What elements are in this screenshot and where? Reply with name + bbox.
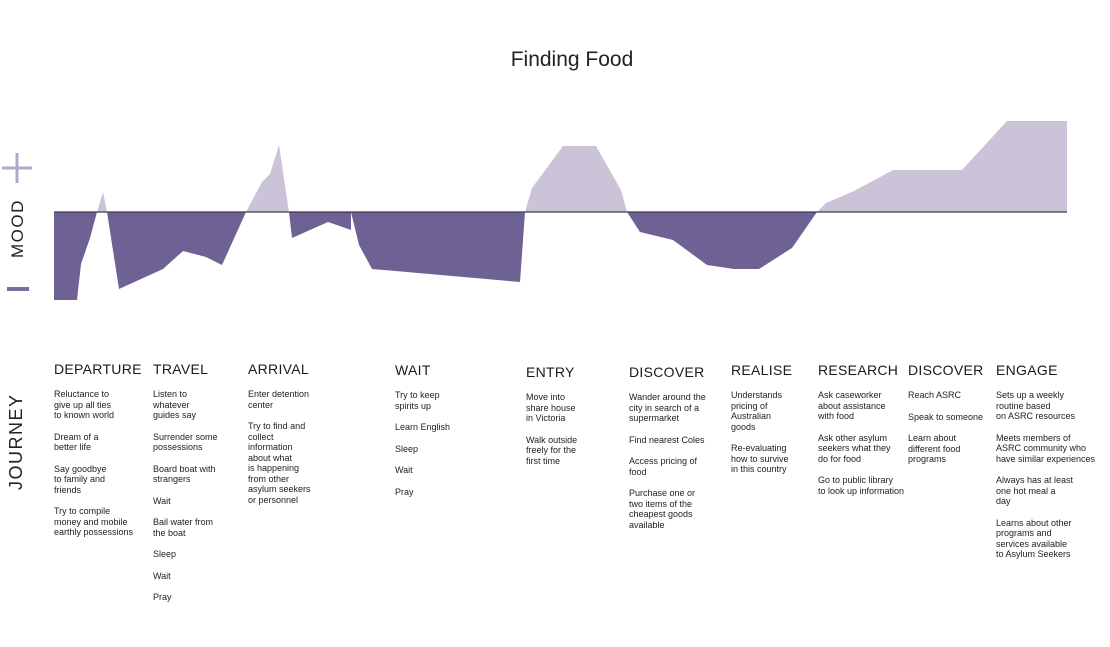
stage-step: Wait: [153, 570, 171, 581]
stage-step: Sleep: [153, 549, 177, 559]
stage-title: RESEARCH: [818, 362, 899, 378]
stage-step: Access pricing of food: [629, 456, 698, 477]
stage-engage: ENGAGE Sets up a weekly routine based on…: [996, 362, 1106, 571]
positive-mood-area: [97, 121, 1067, 212]
stage-step: Pray: [395, 486, 414, 497]
stage-entry: ENTRY Move into share house in Victoria …: [526, 364, 616, 477]
plus-icon: [2, 153, 32, 183]
negative-mood-area: [54, 212, 817, 300]
stage-step: Walk outside freely for the first time: [526, 434, 578, 466]
stage-step: Ask caseworker about assistance with foo…: [818, 390, 886, 421]
stage-step: Say goodbye to family and friends: [54, 463, 107, 495]
minus-icon: [7, 287, 29, 291]
stage-step: Learn about different food programs: [908, 433, 961, 464]
stage-step: Speak to someone: [908, 411, 984, 422]
stage-realise: REALISE Understands pricing of Australia…: [731, 362, 816, 486]
stage-discover-city: DISCOVER Wander around the city in searc…: [629, 364, 724, 541]
stage-step: Bail water from the boat: [153, 517, 214, 538]
journey-axis-label: JOURNEY: [6, 393, 26, 490]
stage-title: ARRIVAL: [248, 361, 309, 377]
stage-step: Try to find and collect information abou…: [248, 421, 311, 505]
stage-step: Wander around the city in search of a su…: [629, 392, 706, 423]
stage-title: DISCOVER: [908, 362, 984, 378]
stage-step: Re-evaluating how to survive in this cou…: [731, 443, 789, 474]
stage-step: Sets up a weekly routine based on ASRC r…: [996, 390, 1076, 421]
stage-arrival: ARRIVAL Enter detention center Try to fi…: [248, 361, 338, 516]
stage-step: Learns about other programs and services…: [996, 517, 1072, 560]
stage-discover-asrc: DISCOVER Reach ASRC Speak to someone Lea…: [908, 362, 993, 476]
stage-step: Dream of a better life: [54, 431, 99, 453]
mood-curve-chart: [54, 121, 1067, 300]
stage-step: Reluctance to give up all ties to known …: [54, 389, 115, 420]
stage-title: ENTRY: [526, 364, 575, 380]
stage-step: Sleep: [395, 443, 419, 454]
stage-step: Understands pricing of Australian goods: [731, 390, 783, 432]
stage-step: Ask other asylum seekers what they do fo…: [818, 432, 891, 464]
stage-step: Purchase one or two items of the cheapes…: [629, 488, 696, 530]
stage-step: Find nearest Coles: [629, 434, 705, 445]
stage-title: ENGAGE: [996, 362, 1058, 378]
stage-step: Go to public library to look up informat…: [818, 475, 905, 496]
stage-step: Learn English: [395, 422, 451, 432]
stage-step: Try to keep spirits up: [395, 390, 440, 411]
diagram-title: Finding Food: [510, 48, 634, 71]
stage-title: TRAVEL: [153, 361, 209, 377]
stage-step: Always has at least one hot meal a day: [996, 475, 1074, 506]
stage-title: WAIT: [395, 362, 431, 378]
stage-travel: TRAVEL Listen to whatever guides say Sur…: [153, 361, 241, 614]
stage-step: Move into share house in Victoria: [526, 392, 576, 423]
stage-step: Reach ASRC: [908, 390, 962, 400]
stage-step: Meets members of ASRC community who have…: [996, 432, 1096, 464]
stage-step: Listen to whatever guides say: [153, 389, 197, 420]
stage-wait: WAIT Try to keep spirits up Learn Englis…: [395, 362, 485, 508]
stage-title: DISCOVER: [629, 364, 705, 380]
stage-step: Try to compile money and mobile earthly …: [54, 506, 134, 537]
stage-step: Enter detention center: [248, 389, 310, 410]
stage-step: Wait: [153, 495, 171, 506]
stage-title: DEPARTURE: [54, 361, 142, 377]
stage-step: Wait: [395, 465, 413, 475]
stage-step: Pray: [153, 592, 172, 602]
stage-departure: DEPARTURE Reluctance to give up all ties…: [54, 361, 146, 549]
stage-step: Board boat with strangers: [153, 463, 216, 485]
stage-step: Surrender some possessions: [153, 431, 218, 453]
stage-research: RESEARCH Ask caseworker about assistance…: [818, 362, 913, 507]
stage-title: REALISE: [731, 362, 793, 378]
